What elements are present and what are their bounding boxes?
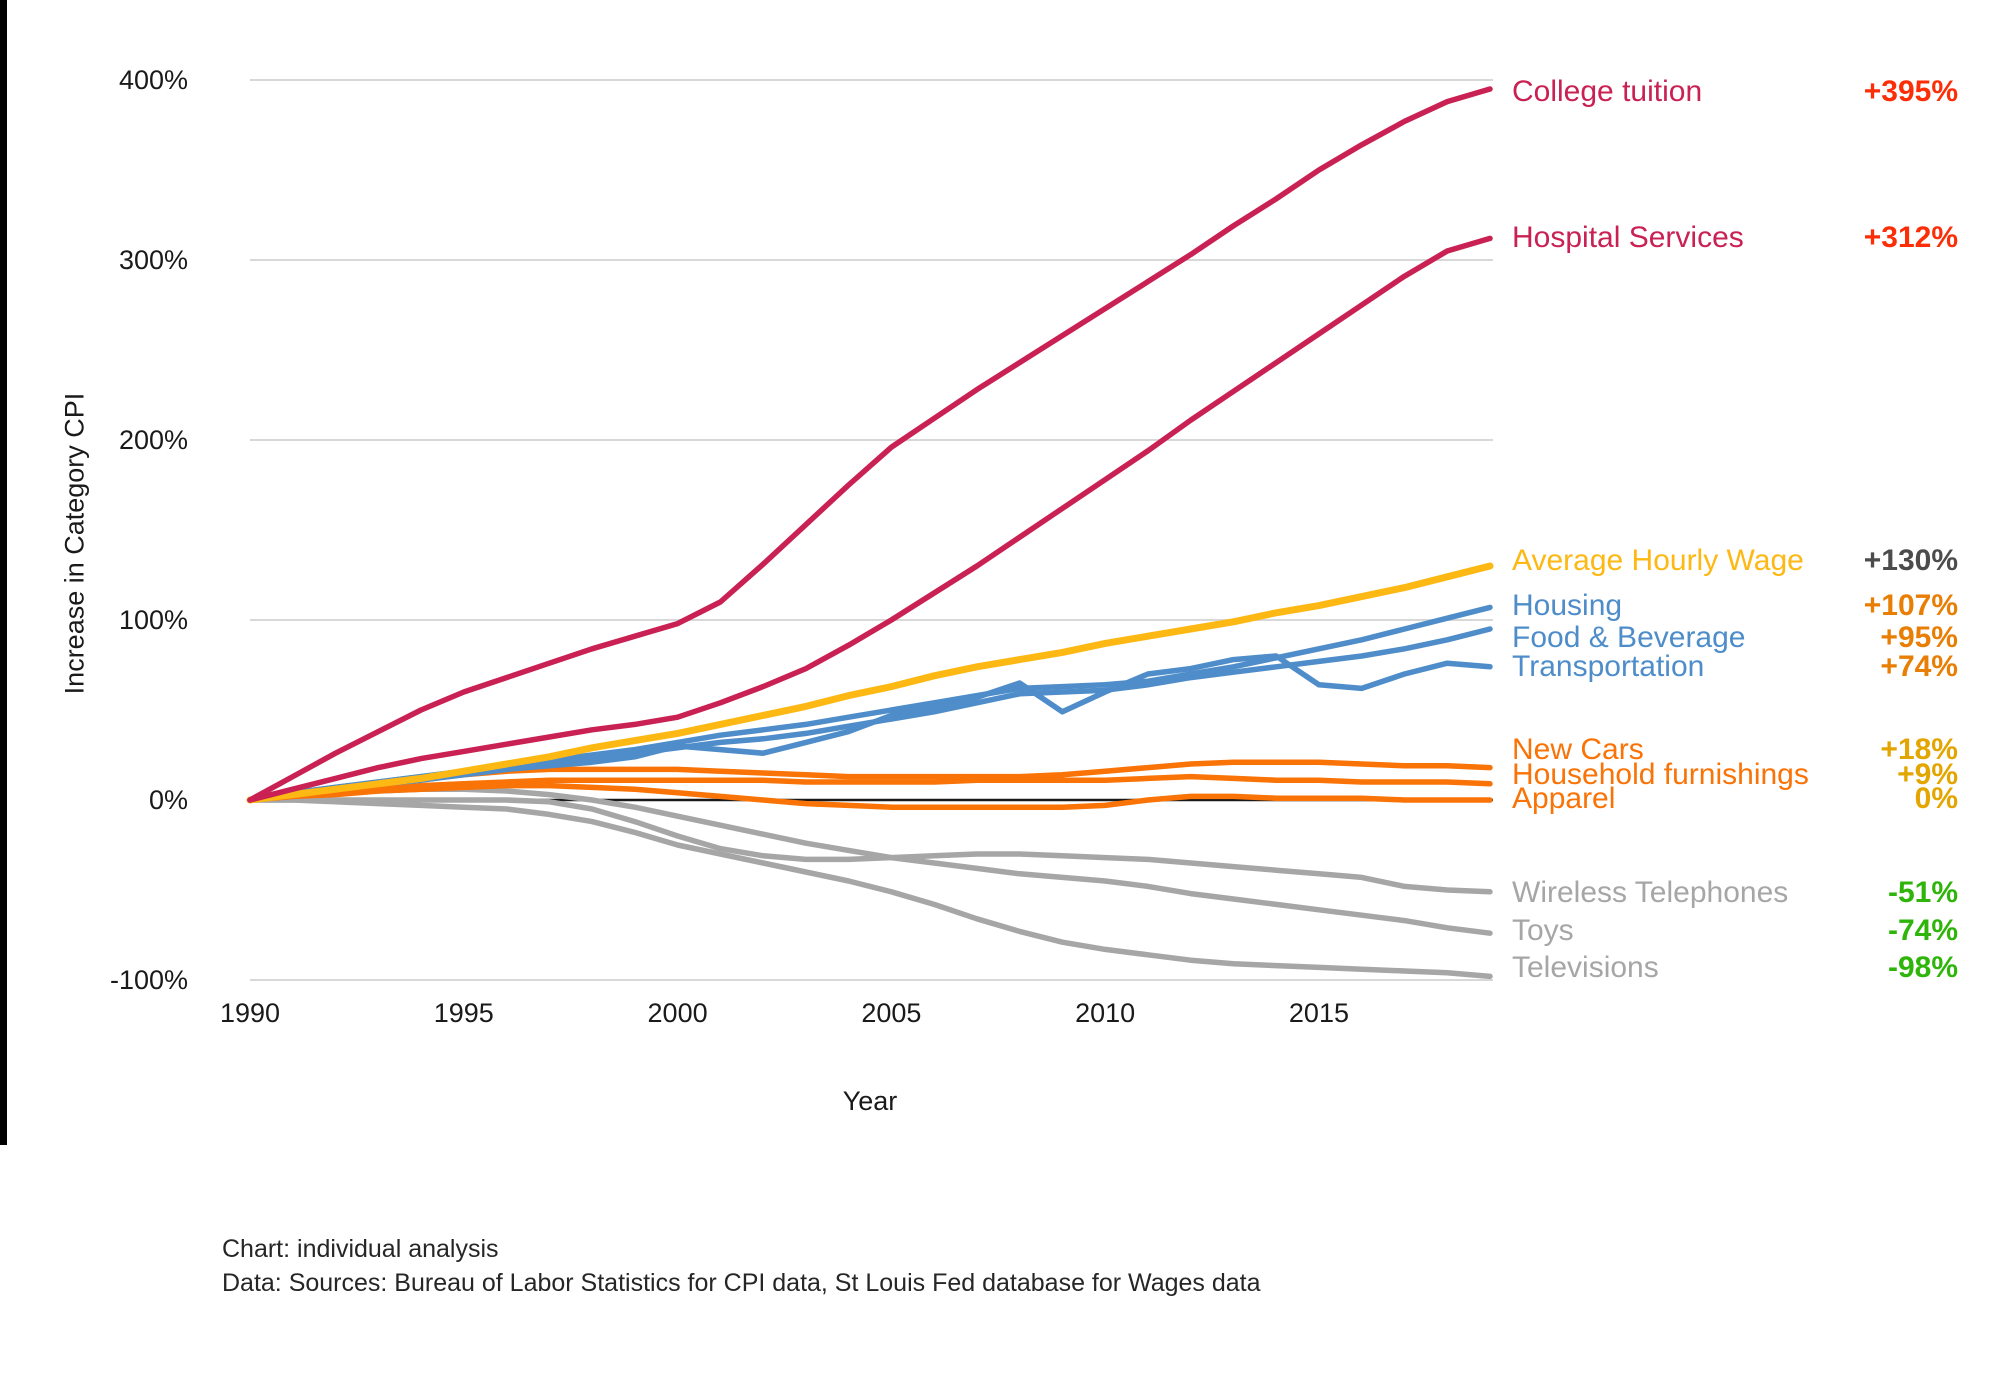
series-lines <box>246 86 1494 980</box>
chart-footer: Chart: individual analysis Data: Sources… <box>222 1232 1261 1300</box>
series-value: +395% <box>1863 75 1958 108</box>
x-tick-label: 2005 <box>861 998 922 1028</box>
series-line-college_tuition <box>247 86 1493 803</box>
series-value: +18% <box>1880 733 1958 766</box>
series-value: 0% <box>1914 782 1958 815</box>
series-label: Average Hourly Wage <box>1512 544 1804 577</box>
series-label: Food & Beverage <box>1512 621 1746 654</box>
x-axis-title: Year <box>842 1086 898 1116</box>
series-value: -74% <box>1887 914 1958 947</box>
legend-row-televisions: Televisions -98% <box>1512 948 1958 988</box>
footer-chart-credit: Chart: individual analysis <box>222 1235 499 1263</box>
legend-row-hospital_services: Hospital Services +312% <box>1512 218 1958 258</box>
x-tick-label: 1995 <box>433 998 494 1028</box>
series-label: Household furnishings <box>1512 758 1809 791</box>
series-line-household_furnishings <box>247 773 1493 803</box>
series-label: New Cars <box>1512 733 1644 766</box>
legend-row-college_tuition: College tuition +395% <box>1512 72 1958 112</box>
series-line-hospital_services <box>247 235 1493 803</box>
series-label: Wireless Telephones <box>1512 876 1789 909</box>
legend-row-wireless_telephones: Wireless Telephones -51% <box>1512 873 1958 913</box>
y-tick-label: 300% <box>118 245 188 275</box>
series-label: College tuition <box>1512 75 1703 108</box>
left-edge-bar <box>0 0 7 1145</box>
series-value: +9% <box>1897 758 1958 791</box>
legend-row-apparel: Apparel 0% <box>1512 779 1958 819</box>
series-value: +95% <box>1880 621 1958 654</box>
footer-data-source: Data: Sources: Bureau of Labor Statistic… <box>222 1269 1261 1297</box>
x-tick-label: 1990 <box>219 998 281 1028</box>
legend-row-toys: Toys -74% <box>1512 911 1958 951</box>
gridlines <box>250 79 1493 981</box>
series-label: Hospital Services <box>1512 221 1744 254</box>
series-value: -51% <box>1887 876 1958 909</box>
y-axis-title: Increase in Category CPI <box>59 392 90 695</box>
y-tick-label: 400% <box>118 65 188 95</box>
y-tick-label: 100% <box>118 605 188 635</box>
series-value: +130% <box>1863 544 1958 577</box>
series-value: +107% <box>1863 589 1958 622</box>
series-label: Housing <box>1512 589 1623 622</box>
y-tick-label: 200% <box>118 425 188 455</box>
series-line-apparel <box>247 782 1493 810</box>
legend-row-household_furnishings: Household furnishings +9% <box>1512 755 1958 795</box>
x-tick-label: 2015 <box>1288 998 1349 1028</box>
series-label: Televisions <box>1512 951 1659 984</box>
series-line-wireless_telephones <box>247 797 1493 895</box>
legend-row-transportation: Transportation +74% <box>1512 647 1958 687</box>
series-value: -98% <box>1887 951 1958 984</box>
series-value: +312% <box>1863 221 1958 254</box>
series-value: +74% <box>1880 650 1958 683</box>
y-tick-label: 0% <box>148 785 188 815</box>
series-label: Toys <box>1512 914 1574 947</box>
legend-row-food_beverage: Food & Beverage +95% <box>1512 618 1958 658</box>
y-tick-label: -100% <box>109 965 188 995</box>
series-label: Apparel <box>1512 782 1616 815</box>
legend-row-housing: Housing +107% <box>1512 586 1958 626</box>
x-tick-label: 2010 <box>1075 998 1136 1028</box>
series-line-televisions <box>247 797 1493 980</box>
x-tick-label: 2000 <box>647 998 708 1028</box>
legend-row-new_cars: New Cars +18% <box>1512 730 1958 770</box>
series-line-average_hourly_wage <box>246 562 1494 804</box>
series-label: Transportation <box>1512 650 1705 683</box>
legend-row-average_hourly_wage: Average Hourly Wage +130% <box>1512 541 1958 581</box>
